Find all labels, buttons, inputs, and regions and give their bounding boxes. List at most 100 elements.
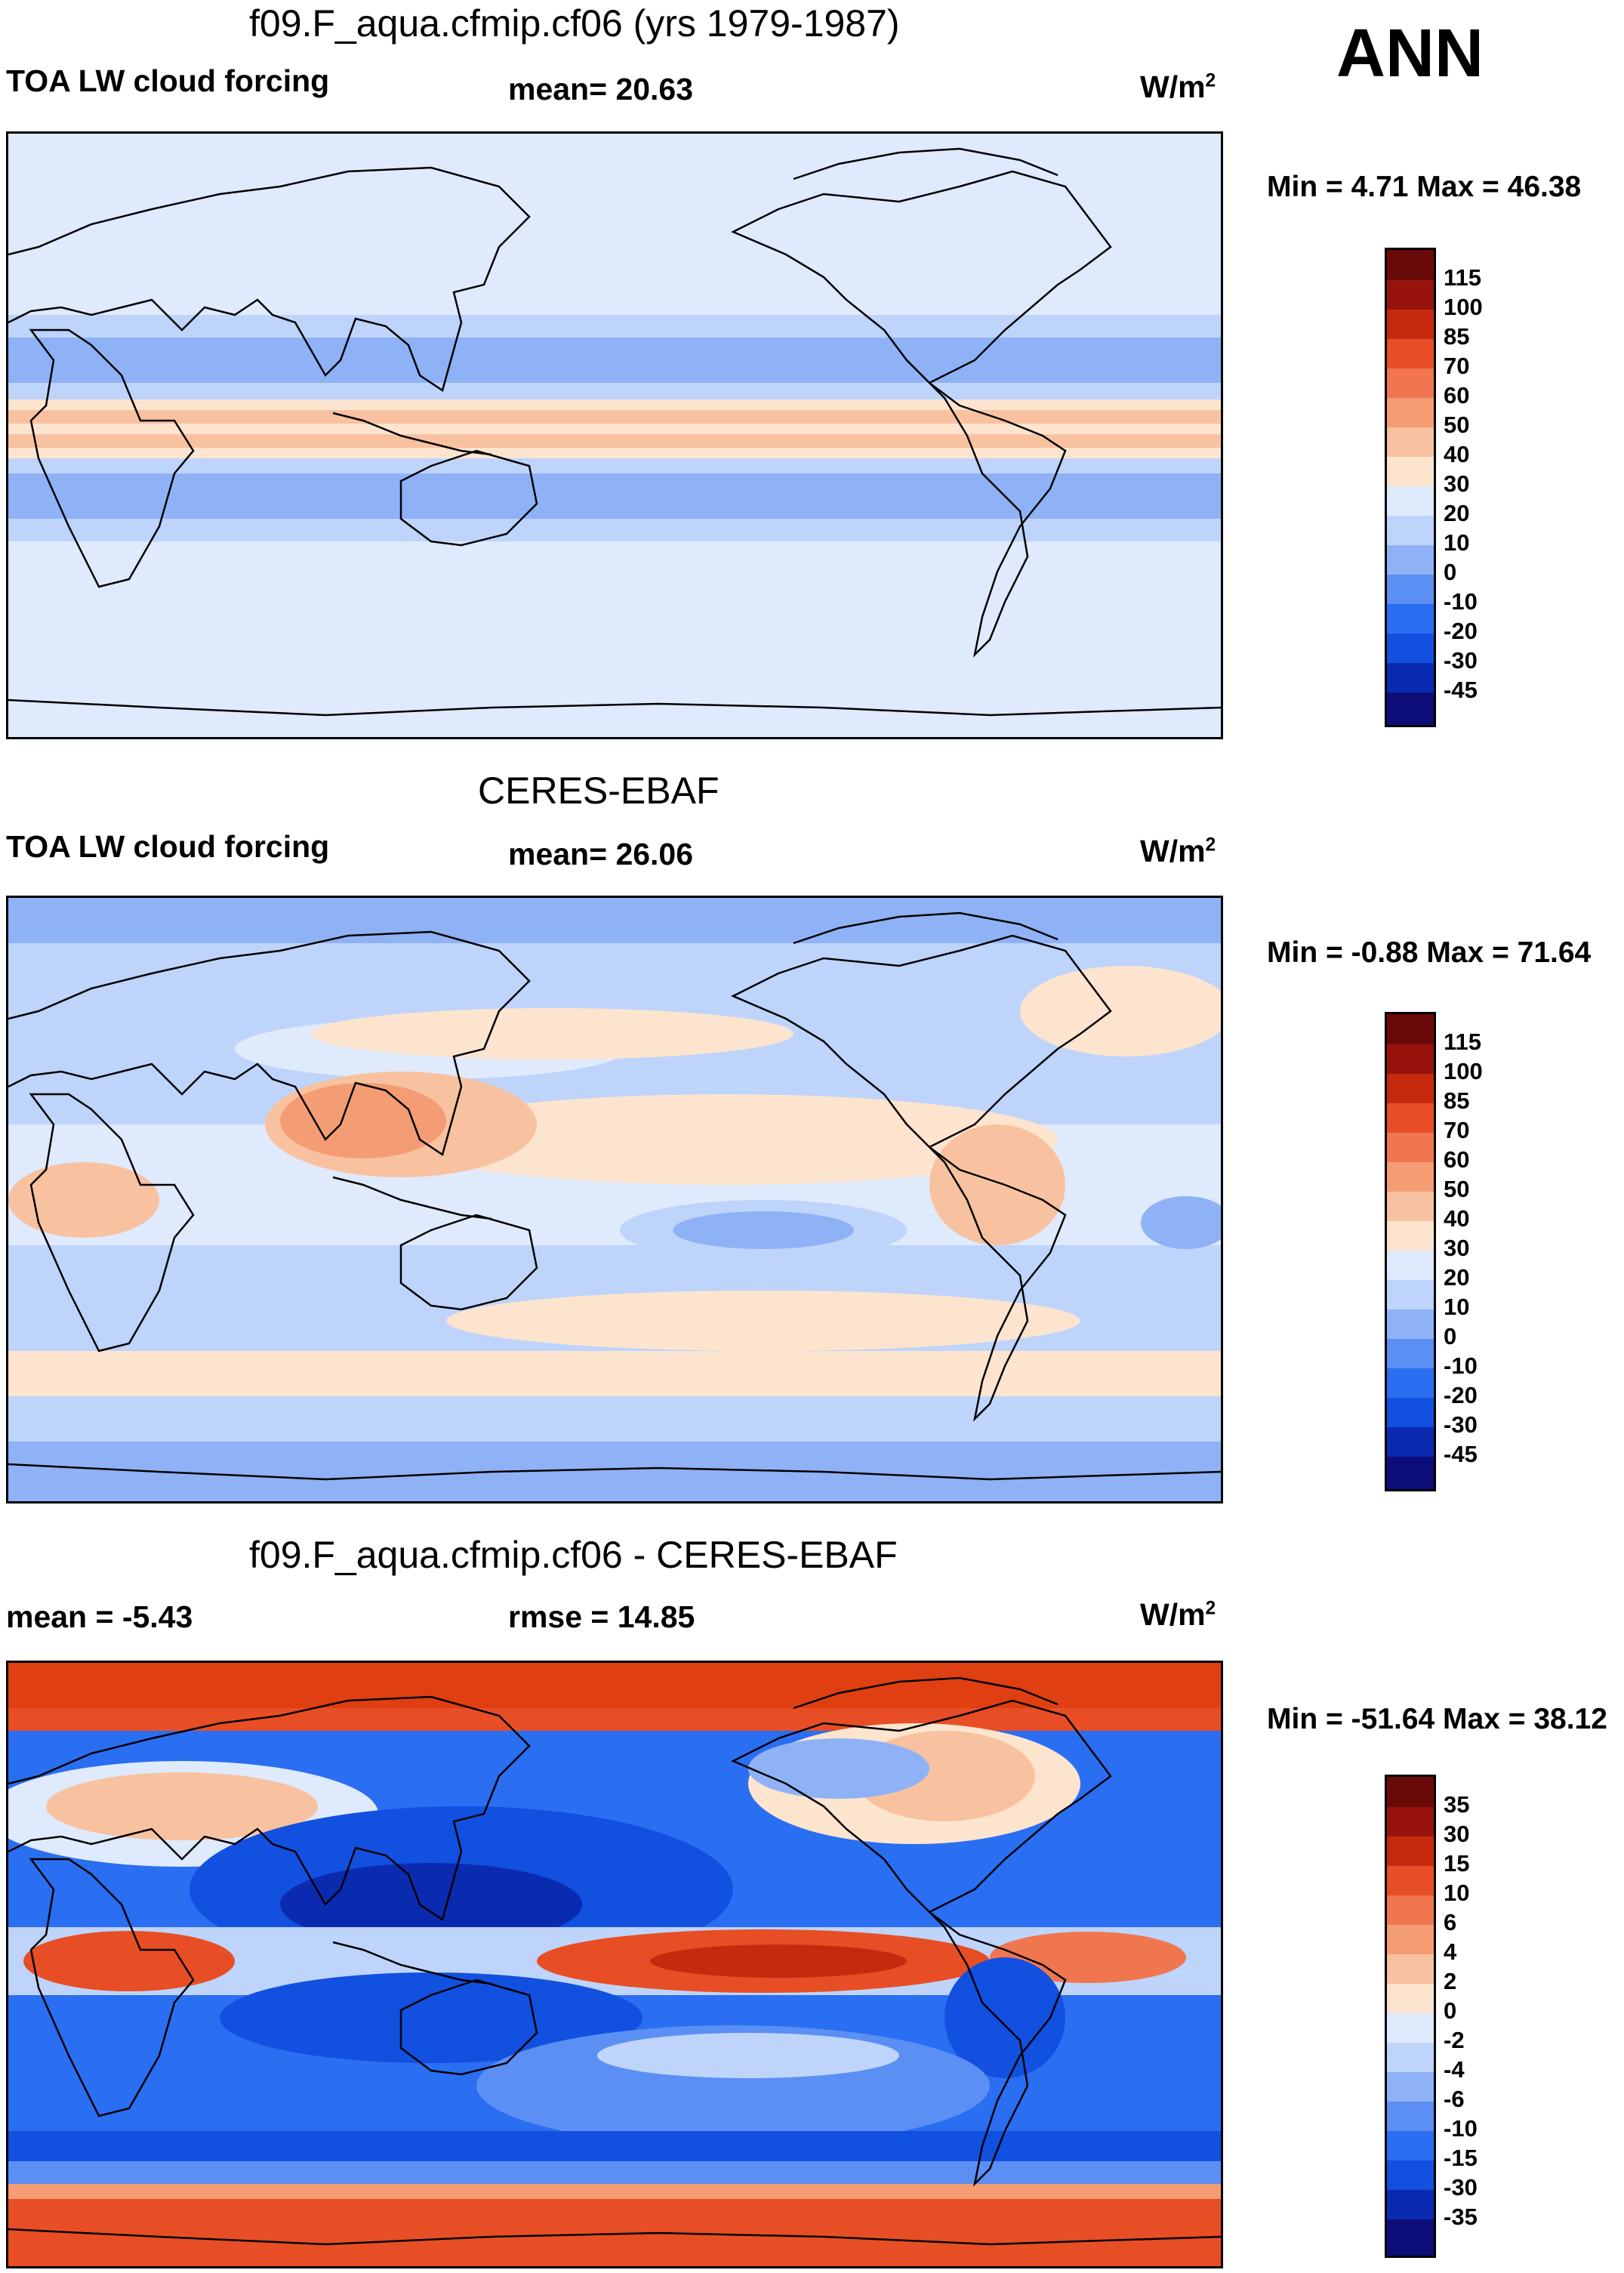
colorbar-swatch — [1387, 250, 1434, 280]
colorbar-tick-label: 50 — [1444, 412, 1470, 438]
zonal-band — [8, 448, 1221, 458]
panel-2-units: W/m2 — [1140, 834, 1216, 868]
colorbar-swatch — [1387, 280, 1434, 310]
colorbar-swatch — [1387, 1368, 1434, 1398]
panel-1-colorbar — [1385, 248, 1436, 727]
colorbar-swatch — [1387, 692, 1434, 725]
colorbar-tick-label: 30 — [1444, 1235, 1470, 1261]
panel-3-title: f09.F_aqua.cfmip.cf06 - CERES-EBAF — [249, 1534, 898, 1576]
difference-region — [8, 2184, 1221, 2199]
colorbar-tick-label: -30 — [1444, 2174, 1478, 2201]
coastlines — [8, 147, 1221, 717]
difference-region — [597, 2033, 899, 2078]
colorbar-tick-label: 10 — [1444, 529, 1470, 556]
colorbar-swatch — [1387, 1044, 1434, 1074]
difference-region — [748, 1738, 929, 1799]
difference-region — [220, 1972, 643, 2063]
colorbar-swatch — [1387, 634, 1434, 663]
panel-3-mean-label: mean = -5.43 — [6, 1599, 193, 1634]
colorbar-swatch — [1387, 339, 1434, 369]
colorbar-swatch — [1387, 486, 1434, 516]
panel-3-colorbar — [1385, 1775, 1436, 2258]
colorbar-tick-label: -10 — [1444, 588, 1478, 615]
colorbar-swatch — [1387, 310, 1434, 339]
colorbar-swatch — [1387, 1837, 1434, 1866]
colorbar-swatch — [1387, 1074, 1434, 1103]
colorbar-swatch — [1387, 1133, 1434, 1162]
colorbar-tick-label: 2 — [1444, 1968, 1457, 1994]
zonal-band — [8, 399, 1221, 410]
colorbar-tick-label: 100 — [1444, 1058, 1483, 1084]
colorbar-tick-label: -45 — [1444, 677, 1478, 703]
panel-1-map — [6, 131, 1223, 739]
colorbar-tick-label: 0 — [1444, 559, 1457, 585]
colorbar-swatch — [1387, 1309, 1434, 1339]
panel-2-colorbar — [1385, 1012, 1436, 1491]
colorbar-tick-label: -20 — [1444, 618, 1478, 644]
zonal-band — [8, 383, 1221, 399]
panel-1-variable-label: TOA LW cloud forcing — [6, 63, 330, 98]
colorbar-swatch — [1387, 2190, 1434, 2219]
panel-3-rmse-label: rmse = 14.85 — [508, 1599, 695, 1634]
colorbar-swatch — [1387, 398, 1434, 427]
colorbar-swatch — [1387, 1807, 1434, 1837]
difference-region — [945, 1957, 1065, 2078]
colorbar-swatch — [1387, 457, 1434, 486]
colorbar-tick-label: 10 — [1444, 1880, 1470, 1906]
colorbar-swatch — [1387, 2072, 1434, 2102]
colorbar-swatch — [1387, 516, 1434, 545]
colorbar-swatch — [1387, 1221, 1434, 1251]
panel-2-title: CERES-EBAF — [478, 769, 720, 812]
zonal-band — [8, 473, 1221, 519]
colorbar-tick-label: 30 — [1444, 470, 1470, 497]
colorbar-swatch — [1387, 1925, 1434, 1954]
zonal-band — [8, 458, 1221, 473]
colorbar-swatch — [1387, 1457, 1434, 1489]
colorbar-swatch — [1387, 1866, 1434, 1895]
difference-region — [8, 2199, 1221, 2266]
colorbar-tick-label: 4 — [1444, 1938, 1457, 1965]
colorbar-tick-label: 50 — [1444, 1176, 1470, 1202]
panel-2-variable-label: TOA LW cloud forcing — [6, 829, 330, 864]
zonal-band — [8, 410, 1221, 424]
colorbar-swatch — [1387, 1777, 1434, 1807]
zonal-band — [8, 315, 1221, 338]
colorbar-tick-label: 30 — [1444, 1821, 1470, 1847]
panel-1-title: f09.F_aqua.cfmip.cf06 (yrs 1979-1987) — [249, 2, 900, 45]
colorbar-tick-label: 35 — [1444, 1791, 1470, 1818]
colorbar-swatch — [1387, 369, 1434, 398]
colorbar-tick-label: -15 — [1444, 2145, 1478, 2171]
colorbar-swatch — [1387, 1251, 1434, 1280]
colorbar-tick-label: -6 — [1444, 2086, 1465, 2112]
panel-1-mean-label: mean= 20.63 — [508, 72, 694, 106]
colorbar-tick-label: 0 — [1444, 1323, 1457, 1349]
difference-region — [8, 1663, 1221, 1708]
colorbar-swatch — [1387, 2131, 1434, 2160]
colorbar-swatch — [1387, 575, 1434, 604]
colorbar-swatch — [1387, 604, 1434, 634]
colorbar-tick-label: 100 — [1444, 294, 1483, 320]
panel-1-units: W/m2 — [1140, 69, 1216, 104]
colorbar-tick-label: 85 — [1444, 1087, 1470, 1114]
colorbar-tick-label: 6 — [1444, 1909, 1457, 1935]
cloud-region — [280, 1083, 446, 1158]
cloud-region — [1020, 966, 1221, 1056]
cloud-region — [393, 1094, 1058, 1185]
colorbar-tick-label: -10 — [1444, 1352, 1478, 1379]
colorbar-tick-label: -30 — [1444, 1411, 1478, 1438]
panel-3-map — [6, 1661, 1223, 2268]
cloud-region — [673, 1211, 854, 1249]
colorbar-swatch — [1387, 1103, 1434, 1133]
panel-1-minmax: Min = 4.71 Max = 46.38 — [1267, 171, 1582, 203]
colorbar-tick-label: 15 — [1444, 1850, 1470, 1877]
colorbar-swatch — [1387, 2102, 1434, 2131]
difference-region — [8, 2161, 1221, 2184]
zonal-band — [8, 338, 1221, 383]
colorbar-tick-label: 0 — [1444, 1997, 1457, 2024]
cloud-region — [446, 1291, 1080, 1351]
colorbar-tick-label: -20 — [1444, 1382, 1478, 1408]
colorbar-tick-label: -45 — [1444, 1441, 1478, 1467]
panel-2-minmax: Min = -0.88 Max = 71.64 — [1267, 936, 1592, 969]
cloud-region — [310, 1008, 794, 1059]
colorbar-swatch — [1387, 1895, 1434, 1925]
